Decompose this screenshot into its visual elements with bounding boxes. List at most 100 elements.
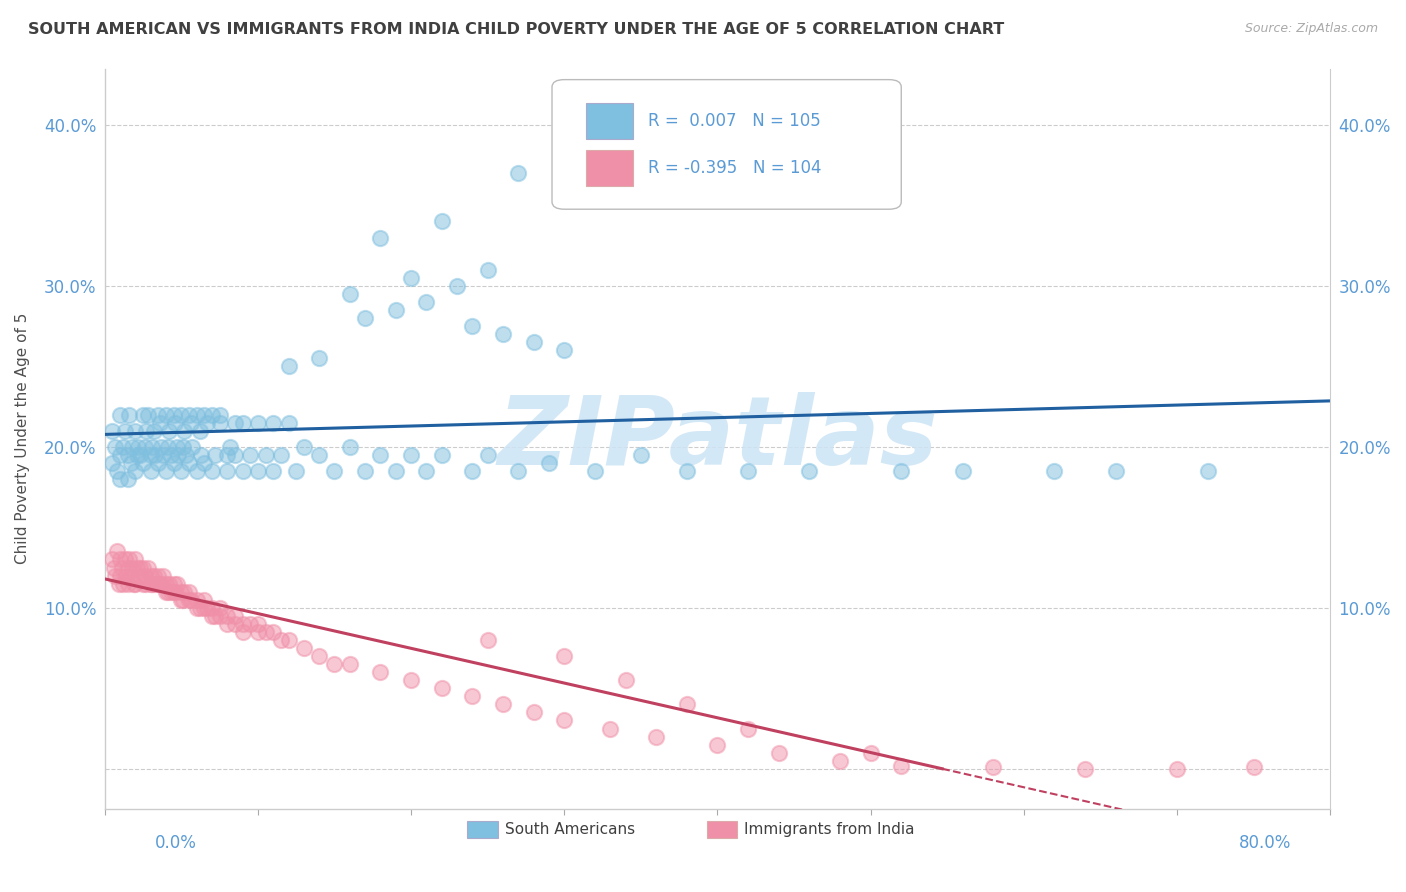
Point (101, 456, 124, 470)
Point (148, 456, 170, 470)
Text: 80.0%: 80.0% (1239, 834, 1292, 852)
Point (117, 472, 139, 486)
Point (645, 730, 668, 744)
Point (132, 576, 155, 591)
Point (129, 560, 152, 574)
Point (224, 416, 246, 430)
Point (170, 584, 193, 599)
Point (125, 448, 148, 462)
Point (110, 560, 132, 574)
Point (477, 448, 499, 462)
Point (129, 448, 152, 462)
Point (108, 408, 131, 422)
Point (115, 568, 138, 582)
Point (523, 706, 546, 720)
Point (208, 608, 231, 623)
Point (262, 624, 284, 639)
Point (308, 351, 330, 366)
Point (217, 448, 239, 462)
Point (186, 600, 208, 615)
Point (224, 616, 246, 631)
Point (370, 448, 392, 462)
Point (415, 464, 437, 478)
Point (553, 343, 575, 358)
Point (246, 624, 269, 639)
Point (323, 464, 346, 478)
Point (173, 584, 195, 599)
Point (165, 416, 187, 430)
Point (132, 560, 155, 574)
Point (172, 440, 194, 454)
Point (127, 440, 149, 454)
Point (232, 416, 254, 430)
Point (107, 576, 129, 591)
Point (124, 424, 146, 438)
Point (706, 738, 728, 752)
Point (127, 568, 149, 582)
Point (101, 552, 124, 566)
Point (155, 464, 177, 478)
Point (890, 758, 912, 772)
Point (201, 600, 224, 615)
Point (270, 448, 292, 462)
Point (193, 592, 215, 607)
Point (254, 448, 277, 462)
Point (152, 568, 174, 582)
Point (117, 560, 139, 574)
Point (121, 440, 143, 454)
Point (132, 408, 155, 422)
Point (1074, 762, 1097, 776)
FancyBboxPatch shape (553, 79, 901, 210)
Point (108, 472, 131, 486)
Point (828, 754, 851, 768)
Point (149, 576, 172, 591)
Point (508, 464, 530, 478)
Point (399, 448, 422, 462)
Point (165, 584, 187, 599)
Point (101, 424, 124, 438)
Point (768, 746, 790, 760)
Point (446, 278, 468, 293)
Point (262, 464, 284, 478)
Point (461, 319, 484, 334)
Point (120, 456, 142, 470)
Point (150, 576, 173, 591)
Point (108, 568, 131, 582)
Point (139, 448, 162, 462)
Point (477, 632, 499, 647)
Point (339, 286, 361, 301)
Point (177, 408, 200, 422)
Point (217, 464, 239, 478)
Point (193, 600, 215, 615)
Point (150, 440, 173, 454)
Point (155, 408, 177, 422)
Point (143, 576, 166, 591)
Point (430, 214, 453, 228)
Point (270, 632, 292, 647)
Point (675, 464, 697, 478)
Point (599, 722, 621, 736)
Point (859, 746, 882, 760)
Point (799, 464, 821, 478)
Point (173, 424, 195, 438)
Text: ZIPatlas: ZIPatlas (498, 392, 938, 485)
Point (177, 456, 200, 470)
Point (630, 448, 652, 462)
Point (163, 584, 186, 599)
Point (246, 416, 269, 430)
Point (134, 440, 156, 454)
Point (186, 408, 208, 422)
Point (139, 568, 162, 582)
Point (179, 416, 201, 430)
Point (174, 448, 197, 462)
Point (170, 408, 193, 422)
Point (141, 440, 163, 454)
Point (108, 552, 131, 566)
Point (430, 448, 453, 462)
Point (136, 560, 159, 574)
Point (193, 456, 215, 470)
Point (159, 584, 181, 599)
Point (114, 552, 136, 566)
Text: Source: ZipAtlas.com: Source: ZipAtlas.com (1244, 22, 1378, 36)
Point (120, 568, 142, 582)
